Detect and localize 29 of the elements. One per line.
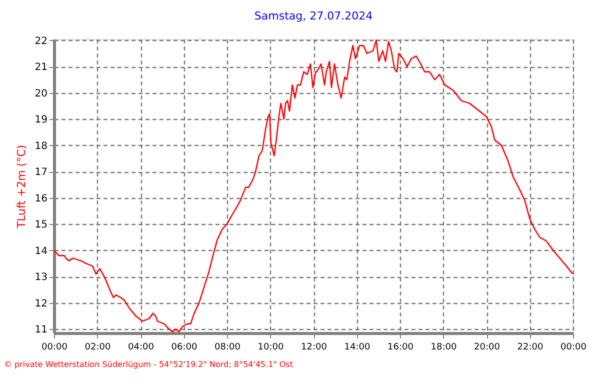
- y-tick-label: 15: [34, 220, 48, 231]
- y-tick-label: 19: [34, 114, 48, 126]
- chart-title: Samstag, 27.07.2024: [254, 9, 373, 22]
- y-tick-label: 11: [34, 324, 48, 336]
- y-tick-label: 21: [34, 62, 48, 74]
- y-tick-label: 16: [34, 193, 48, 204]
- x-tick-label: 00:00: [560, 342, 587, 352]
- y-tick-label: 12: [34, 298, 48, 310]
- x-tick-label: 22:00: [517, 342, 544, 352]
- y-tick-label: 14: [34, 246, 48, 257]
- x-tick-label: 12:00: [301, 342, 328, 352]
- y-tick-label: 18: [34, 140, 48, 152]
- x-tick-label: 04:00: [128, 342, 154, 352]
- x-tick-label: 00:00: [42, 342, 68, 352]
- x-tick-label: 18:00: [430, 342, 457, 352]
- x-tick-label: 06:00: [171, 342, 198, 352]
- x-tick-label: 08:00: [214, 342, 241, 352]
- y-tick-label: 22: [34, 36, 48, 47]
- x-tick-label: 10:00: [258, 342, 284, 352]
- text: © private Wetterstation Süderlügum - 54°52'19.2" Nord; 8°54'45.1" Ost: [4, 360, 293, 369]
- x-tick-label: 16:00: [388, 342, 414, 352]
- y-tick-label: 13: [34, 272, 48, 284]
- line-series: [53, 40, 574, 332]
- x-tick-label: 14:00: [344, 342, 370, 352]
- y-axis-title: TLuft +2m (°C): [14, 144, 28, 230]
- x-tick-label: 20:00: [474, 342, 500, 352]
- x-tick-label: 02:00: [84, 342, 111, 352]
- y-tick-label: 17: [34, 167, 48, 178]
- y-tick-label: 20: [34, 88, 48, 100]
